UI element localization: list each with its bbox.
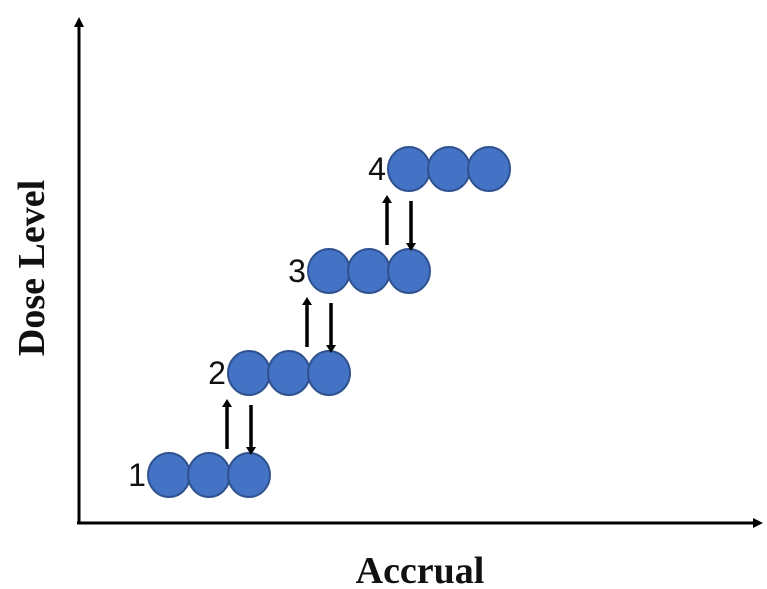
dose-level-4: 4 [368, 146, 511, 192]
patient-circle [387, 248, 431, 294]
patient-circle [347, 248, 391, 294]
patient-circle [227, 350, 271, 396]
dose-level-1: 1 [128, 452, 271, 498]
x-axis-label: Accrual [356, 550, 485, 589]
patient-circle [307, 350, 351, 396]
transition-2-3 [302, 297, 336, 353]
dose-level-3: 3 [288, 248, 431, 294]
patient-circle [187, 452, 231, 498]
patient-circle [227, 452, 271, 498]
dose-level-label: 3 [288, 253, 306, 289]
dose-level-label: 2 [208, 355, 226, 391]
transition-arrows [222, 195, 416, 455]
patient-circle [147, 452, 191, 498]
patient-circle [387, 146, 431, 192]
y-axis-label: Dose Level [11, 180, 53, 356]
dose-level-2: 2 [208, 350, 351, 396]
dose-levels: 1 2 3 4 [128, 146, 511, 498]
transition-3-4 [382, 195, 416, 251]
patient-circle [267, 350, 311, 396]
dose-level-label: 1 [128, 457, 146, 493]
patient-circle [427, 146, 471, 192]
patient-circle [467, 146, 511, 192]
transition-1-2 [222, 399, 256, 455]
dose-level-label: 4 [368, 151, 386, 187]
patient-circle [307, 248, 351, 294]
